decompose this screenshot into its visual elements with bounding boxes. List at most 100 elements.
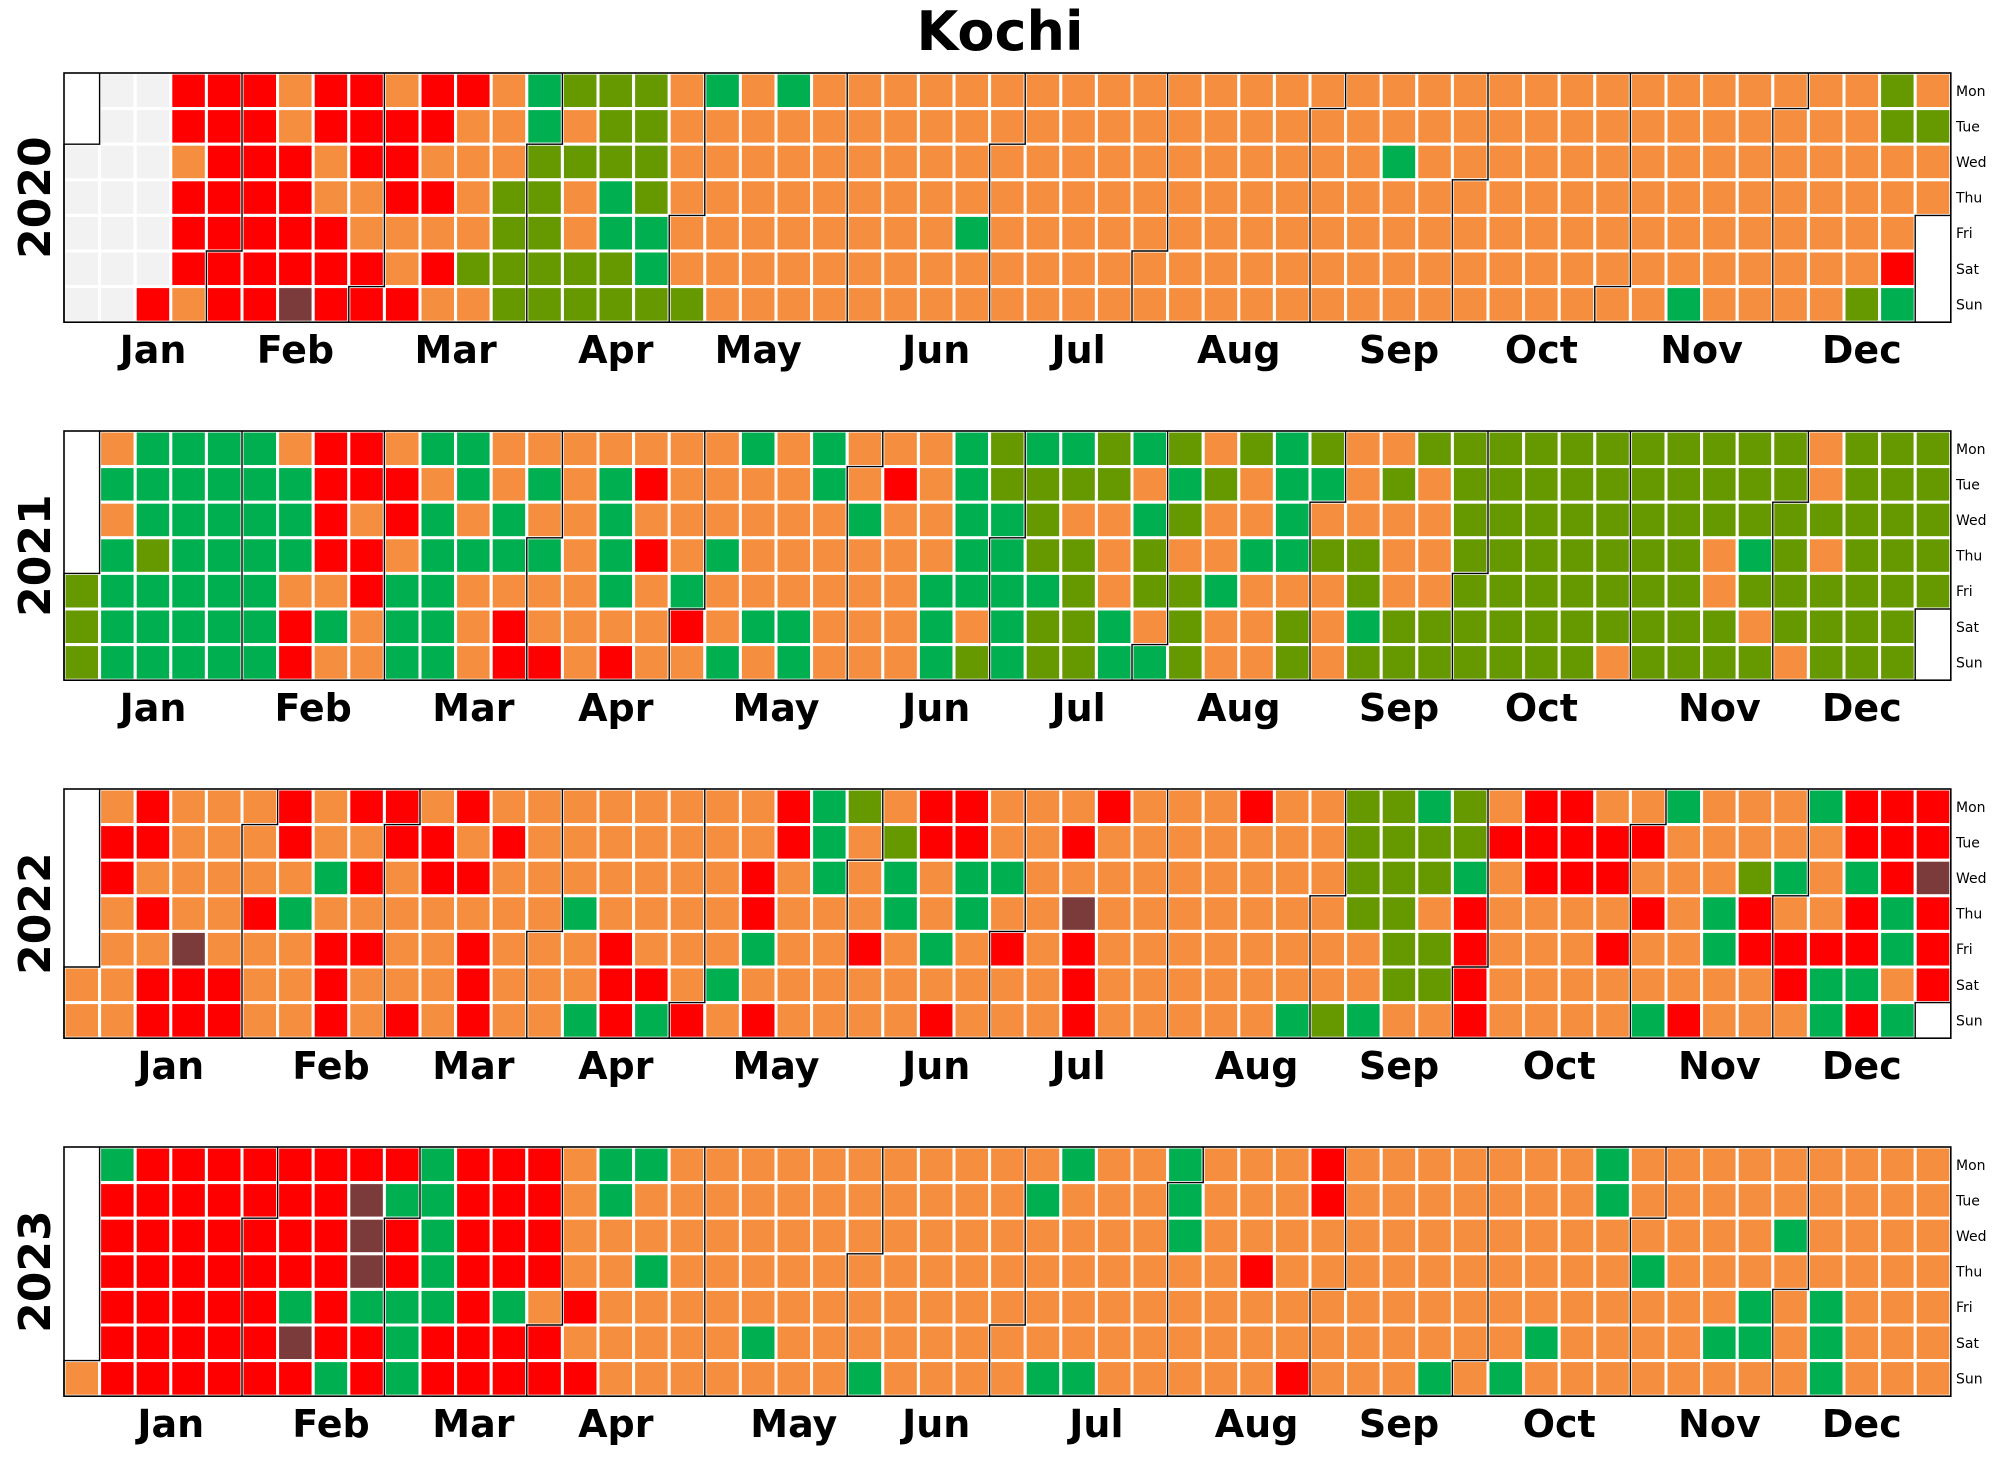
day-cell (133, 894, 173, 933)
day-cell (489, 107, 529, 146)
day-cell (810, 285, 849, 324)
day-cell (1237, 643, 1276, 682)
day-cell (560, 1323, 600, 1363)
day-cell (382, 213, 422, 253)
day-cell (1415, 607, 1454, 647)
day-cell (1272, 1216, 1312, 1256)
day-cell (1344, 1252, 1383, 1291)
day-cell (952, 142, 992, 182)
day-cell (1237, 823, 1276, 862)
day-cell (525, 536, 564, 575)
panel-frame (63, 1146, 1952, 1397)
day-cell (276, 965, 315, 1005)
day-cell (1059, 429, 1098, 469)
day-cell (240, 107, 280, 146)
weekday-label-thu: Thu (1955, 191, 1982, 207)
day-cell (667, 1287, 707, 1327)
month-boundary (988, 73, 1026, 323)
month-label-dec: Dec (1822, 1402, 1902, 1446)
day-cell (845, 1287, 885, 1327)
day-cell (1450, 536, 1490, 575)
day-cell (62, 142, 102, 182)
day-cell (1130, 1359, 1170, 1398)
day-cell (1878, 823, 1917, 862)
day-cell (1094, 1287, 1134, 1327)
day-cell (1842, 107, 1882, 146)
day-cell (560, 142, 600, 182)
day-cell (169, 1287, 208, 1327)
day-cell (667, 607, 707, 647)
day-cell (667, 1216, 707, 1256)
day-cell (98, 249, 137, 289)
day-cell (1094, 500, 1134, 540)
day-cell (1664, 213, 1704, 253)
weekday-label-tue: Tue (1955, 477, 1980, 493)
day-cell (133, 500, 173, 540)
day-cell (1878, 142, 1917, 182)
day-cell (347, 858, 386, 898)
day-cell (1166, 894, 1205, 933)
day-cell (311, 787, 351, 827)
day-cell (1059, 858, 1098, 898)
day-cell (489, 1145, 529, 1185)
day-cell (1664, 429, 1704, 469)
day-cell (988, 107, 1027, 146)
day-cell (596, 1001, 636, 1040)
day-cell (240, 1287, 280, 1327)
day-cell (1522, 965, 1561, 1005)
day-cell (845, 249, 885, 289)
day-cell (1700, 107, 1739, 146)
day-cell (667, 787, 707, 827)
day-cell (1201, 1323, 1241, 1363)
day-cell (1486, 858, 1526, 898)
day-cell (1344, 71, 1383, 111)
day-cell (560, 213, 600, 253)
day-cell (1593, 643, 1632, 682)
day-cell (1700, 285, 1739, 324)
day-cell (1166, 536, 1205, 575)
day-cell (1557, 858, 1597, 898)
day-cell (240, 285, 280, 324)
day-cell (738, 249, 778, 289)
day-cell (881, 823, 920, 862)
day-cell (1664, 1252, 1704, 1291)
day-cell (1450, 858, 1490, 898)
day-cell (1771, 643, 1810, 682)
day-cell (1379, 787, 1419, 827)
day-cell (382, 929, 422, 969)
day-cell (382, 1001, 422, 1040)
day-cell (133, 1216, 173, 1256)
day-cell (1379, 929, 1419, 969)
day-cell (1130, 1181, 1170, 1220)
day-cell (667, 213, 707, 253)
day-cell (632, 285, 671, 324)
day-cell (204, 249, 244, 289)
day-cell (311, 823, 351, 862)
day-cell (525, 787, 564, 827)
day-cell (276, 823, 315, 862)
day-cell (1486, 1001, 1526, 1040)
day-cell (240, 965, 280, 1005)
month-label-sep: Sep (1359, 1402, 1439, 1446)
month-boundary (1772, 73, 1810, 323)
day-cell (204, 465, 244, 504)
day-cell (596, 71, 636, 111)
day-cell (1664, 823, 1704, 862)
day-cell (1237, 429, 1276, 469)
day-cell (810, 1359, 849, 1398)
day-cell (632, 1145, 671, 1185)
day-cell (1771, 1252, 1810, 1291)
day-cell (489, 787, 529, 827)
weekday-label-wed: Wed (1956, 155, 1987, 171)
day-cell (1486, 249, 1526, 289)
day-cell (1344, 465, 1383, 504)
day-cell (1593, 1216, 1632, 1256)
day-cell (1379, 1181, 1419, 1220)
day-cell (1664, 71, 1704, 111)
day-cell (454, 249, 493, 289)
day-cell (1700, 787, 1739, 827)
day-cell (1415, 142, 1454, 182)
day-cell (1522, 285, 1561, 324)
day-cell (1735, 465, 1775, 504)
day-cell (1486, 1287, 1526, 1327)
